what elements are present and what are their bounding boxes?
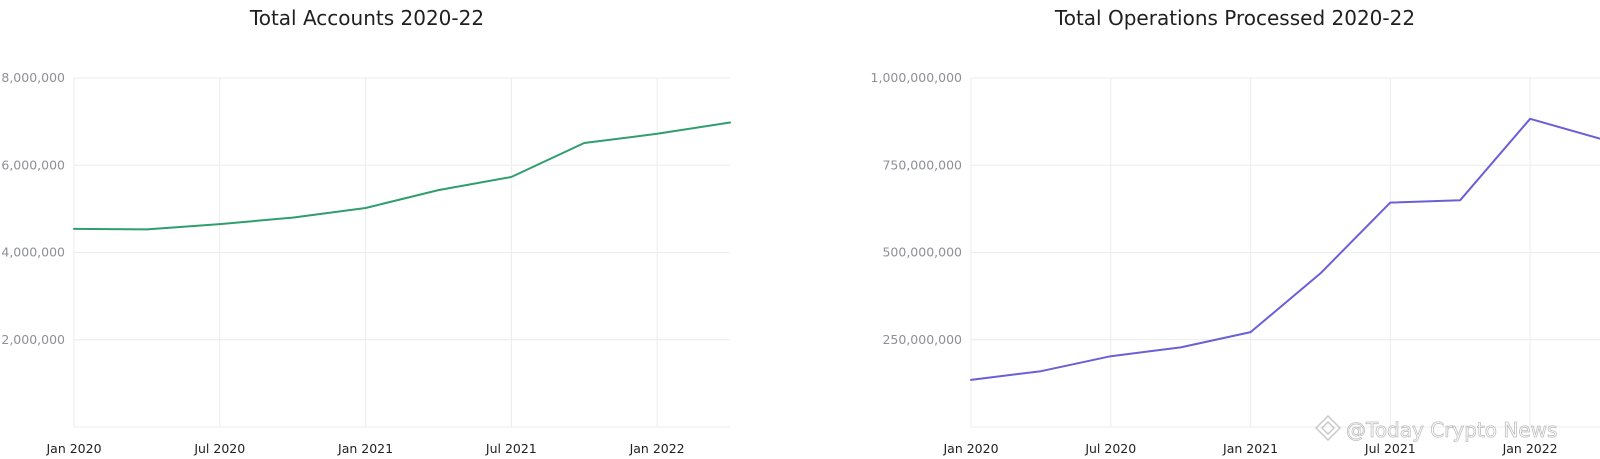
- x-tick-label: Jan 2020: [942, 441, 998, 456]
- y-tick-label: 6,000,000: [1, 157, 65, 172]
- accounts-line: [73, 121, 731, 231]
- y-tick-label: 1,000,000,000: [871, 70, 962, 85]
- y-axis: 2,000,000 4,000,000 6,000,000 8,000,000: [1, 70, 65, 347]
- y-tick-label: 250,000,000: [882, 332, 962, 347]
- watermark-text: @Today Crypto News: [1346, 418, 1557, 442]
- x-tick-label: Jul 2020: [193, 441, 245, 456]
- y-axis: 250,000,000 500,000,000 750,000,000 1,000,0…: [871, 70, 962, 347]
- diamond-logo-icon: [1315, 415, 1341, 441]
- total-accounts-chart: Total Accounts 2020-22 2,000,000 4,000,00…: [1, 6, 731, 456]
- y-tick-label: 750,000,000: [882, 157, 962, 172]
- y-tick-label: 500,000,000: [882, 245, 962, 260]
- x-tick-label: Jan 2022: [1502, 441, 1558, 456]
- x-axis: Jan 2020 Jul 2020 Jan 2021 Jul 2021 Jan 2022: [942, 441, 1557, 456]
- x-tick-label: Jan 2022: [629, 441, 685, 456]
- gridlines: [970, 77, 1600, 428]
- x-tick-label: Jan 2021: [1222, 441, 1278, 456]
- operations-line: [970, 117, 1600, 381]
- y-tick-label: 4,000,000: [1, 245, 65, 260]
- x-tick-label: Jul 2020: [1084, 441, 1136, 456]
- gridlines: [73, 77, 730, 428]
- chart-title: Total Accounts 2020-22: [249, 6, 484, 30]
- total-operations-chart: Total Operations Processed 2020-22 250,0…: [871, 6, 1600, 456]
- x-tick-label: Jan 2020: [45, 441, 101, 456]
- x-tick-label: Jul 2021: [1364, 441, 1416, 456]
- y-tick-label: 2,000,000: [1, 332, 65, 347]
- watermark: @Today Crypto News: [1315, 415, 1558, 442]
- x-tick-label: Jan 2021: [337, 441, 393, 456]
- x-tick-label: Jul 2021: [485, 441, 537, 456]
- y-tick-label: 8,000,000: [1, 70, 65, 85]
- x-axis: Jan 2020 Jul 2020 Jan 2021 Jul 2021 Jan 2022: [45, 441, 684, 456]
- chart-title: Total Operations Processed 2020-22: [1054, 6, 1415, 30]
